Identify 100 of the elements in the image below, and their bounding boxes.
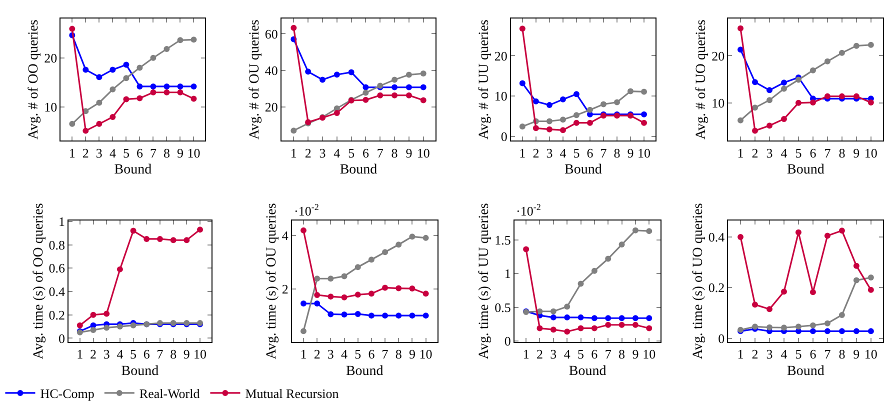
point xyxy=(766,306,772,312)
point xyxy=(752,79,758,86)
x-tick-label: 5 xyxy=(130,346,137,362)
point xyxy=(573,120,580,126)
y-tick-label: 10 xyxy=(494,88,508,104)
point xyxy=(320,76,326,83)
x-tick-label: 3 xyxy=(96,145,102,160)
x-tick-label: 8 xyxy=(618,346,626,362)
x-axis-title: Bound xyxy=(340,162,378,178)
point xyxy=(628,88,634,94)
point xyxy=(116,266,123,272)
x-axis-title: Bound xyxy=(787,162,824,178)
point xyxy=(564,304,570,310)
point xyxy=(164,83,170,90)
x-tick-label: 5 xyxy=(348,145,355,160)
point xyxy=(752,302,758,308)
point xyxy=(420,97,426,104)
x-tick-label: 7 xyxy=(382,346,389,362)
x-tick-label: 10 xyxy=(864,346,878,362)
point xyxy=(348,69,354,76)
x-tick-label: 7 xyxy=(824,145,832,160)
point xyxy=(838,50,845,56)
point xyxy=(334,110,340,116)
point xyxy=(560,127,566,134)
point xyxy=(409,286,416,292)
point xyxy=(591,315,598,322)
x-tick-label: 4 xyxy=(780,145,788,160)
point xyxy=(136,95,143,102)
y-tick-label: 0 xyxy=(718,330,725,346)
point xyxy=(362,96,369,103)
x-tick-label: 1 xyxy=(519,145,526,160)
x-tick-label: 9 xyxy=(408,346,416,362)
y-tick-label: 0 xyxy=(504,334,511,349)
y-tick-label: 0 xyxy=(58,330,65,346)
point xyxy=(546,126,552,132)
x-tick-label: 4 xyxy=(341,346,348,362)
point xyxy=(550,308,556,314)
point xyxy=(586,106,593,113)
x-tick-label: 4 xyxy=(109,145,116,160)
point xyxy=(90,312,96,318)
point xyxy=(354,264,361,270)
point xyxy=(780,324,787,331)
point xyxy=(632,315,638,322)
point xyxy=(328,311,334,318)
point xyxy=(614,99,620,106)
x-axis-title: Bound xyxy=(787,364,824,379)
point xyxy=(69,120,76,127)
point xyxy=(177,83,184,90)
point xyxy=(150,54,156,61)
y-tick-label: 20 xyxy=(712,48,725,64)
point xyxy=(136,64,143,71)
point xyxy=(69,26,76,32)
point xyxy=(156,236,163,242)
x-tick-label: 1 xyxy=(76,346,84,362)
x-tick-label: 6 xyxy=(810,346,817,362)
point xyxy=(738,25,744,32)
point xyxy=(795,324,802,330)
point xyxy=(290,128,297,134)
point xyxy=(76,322,83,328)
point xyxy=(868,99,874,106)
y-tick-label: 10 xyxy=(712,95,725,110)
point xyxy=(766,87,772,94)
x-tick-label: 6 xyxy=(591,346,598,362)
point xyxy=(362,84,369,90)
point xyxy=(519,26,526,32)
point xyxy=(110,114,116,120)
point xyxy=(422,234,429,241)
point xyxy=(605,322,612,328)
x-axis-title: Bound xyxy=(568,364,606,379)
x-tick-label: 9 xyxy=(176,145,184,160)
x-tick-label: 5 xyxy=(795,145,802,160)
x-tick-label: 3 xyxy=(319,145,326,160)
x-axis-title: Bound xyxy=(346,364,384,379)
point xyxy=(177,89,184,96)
y-tick-label: 20 xyxy=(44,50,58,66)
y-axis-title: Avg. # of OO queries xyxy=(26,20,42,140)
x-tick-label: 2 xyxy=(536,346,543,362)
legend-label: Mutual Recursion xyxy=(245,386,340,402)
y-tick-label: 20 xyxy=(264,100,278,115)
point xyxy=(752,128,758,134)
point xyxy=(573,91,580,98)
y-axis-title: Avg. time (s) of UU queries xyxy=(477,203,492,360)
point xyxy=(810,322,816,328)
point xyxy=(382,249,388,256)
point xyxy=(838,312,845,318)
x-tick-label: 9 xyxy=(853,346,860,362)
y-tick-label: 1.5 xyxy=(494,232,511,248)
point xyxy=(810,328,816,334)
x-tick-label: 3 xyxy=(766,346,773,362)
point xyxy=(824,93,830,100)
y-axis-title: Avg. time (s) of UO queries xyxy=(690,203,706,360)
point xyxy=(104,324,110,331)
point xyxy=(96,100,102,106)
y-tick-label: 0.6 xyxy=(48,260,66,276)
x-tick-label: 2 xyxy=(314,346,320,362)
point xyxy=(752,104,758,111)
point xyxy=(838,328,845,334)
point xyxy=(578,325,584,332)
point xyxy=(564,328,570,335)
point xyxy=(123,62,130,68)
